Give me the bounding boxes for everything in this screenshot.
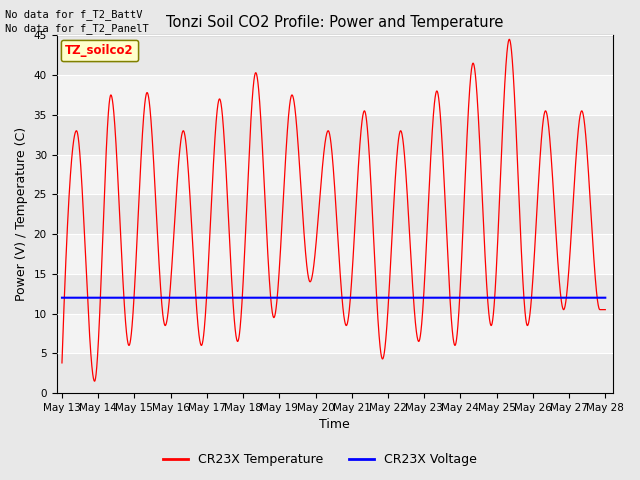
Text: No data for f_T2_PanelT: No data for f_T2_PanelT [5, 23, 149, 34]
Bar [56, 234, 612, 274]
Legend: CR23X Temperature, CR23X Voltage: CR23X Temperature, CR23X Voltage [159, 448, 481, 471]
Title: Tonzi Soil CO2 Profile: Power and Temperature: Tonzi Soil CO2 Profile: Power and Temper… [166, 15, 503, 30]
Bar [56, 155, 612, 194]
X-axis label: Time: Time [319, 419, 350, 432]
Text: No data for f_T2_BattV: No data for f_T2_BattV [5, 9, 143, 20]
Bar [56, 75, 612, 115]
Y-axis label: Power (V) / Temperature (C): Power (V) / Temperature (C) [15, 127, 28, 301]
Bar [56, 313, 612, 353]
Legend:  [61, 40, 138, 61]
